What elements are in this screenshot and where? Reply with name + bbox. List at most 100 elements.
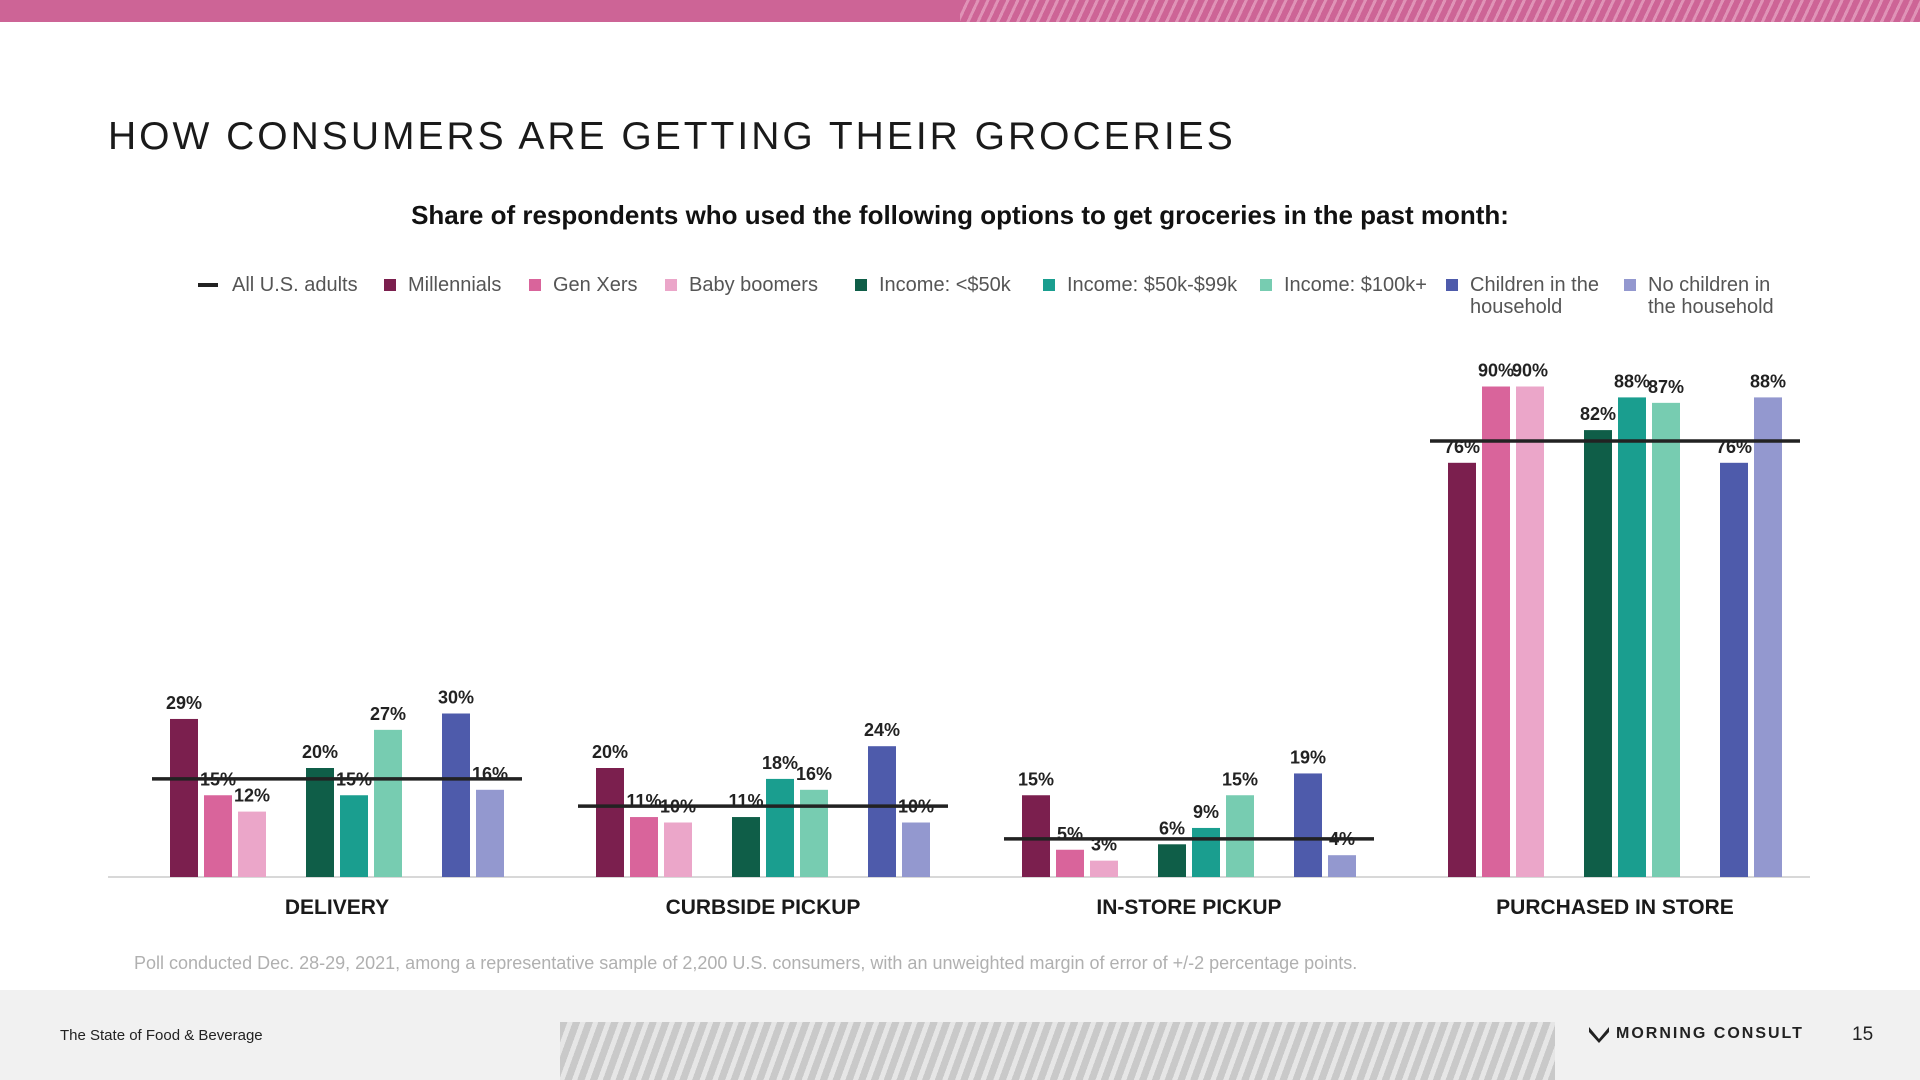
report-name: The State of Food & Beverage bbox=[60, 1027, 263, 1044]
data-label: 30% bbox=[438, 688, 474, 708]
data-label: 82% bbox=[1580, 404, 1616, 424]
bar bbox=[1090, 860, 1118, 877]
data-label: 10% bbox=[898, 797, 934, 817]
chart-title: Share of respondents who used the follow… bbox=[411, 200, 1509, 230]
legend-item-children: Children in the household bbox=[1446, 274, 1620, 318]
legend-label: Baby boomers bbox=[689, 274, 818, 296]
bar bbox=[1056, 849, 1084, 877]
data-label: 6% bbox=[1159, 818, 1185, 838]
data-label: 88% bbox=[1614, 371, 1650, 391]
bar bbox=[340, 795, 368, 877]
legend-label: Income: <$50k bbox=[879, 274, 1011, 296]
data-label: 76% bbox=[1444, 437, 1480, 457]
legend-swatch bbox=[1260, 279, 1272, 291]
data-label: 12% bbox=[234, 786, 270, 806]
data-label: 10% bbox=[660, 797, 696, 817]
bar bbox=[732, 817, 760, 877]
bar bbox=[1482, 386, 1510, 877]
data-label: 19% bbox=[1290, 747, 1326, 767]
data-label: 11% bbox=[728, 791, 763, 811]
bar bbox=[442, 713, 470, 877]
legend-label: Income: $100k+ bbox=[1284, 274, 1427, 296]
chart-legend: All U.S. adults Millennials Gen Xers Bab… bbox=[0, 274, 1920, 324]
legend-swatch bbox=[384, 279, 396, 291]
bar bbox=[1158, 844, 1186, 877]
legend-swatch bbox=[1043, 279, 1055, 291]
bar bbox=[170, 718, 198, 877]
footnote: Poll conducted Dec. 28-29, 2021, among a… bbox=[134, 953, 1358, 973]
bar bbox=[868, 746, 896, 877]
data-label: 90% bbox=[1512, 361, 1548, 381]
data-label: 24% bbox=[864, 720, 900, 740]
bar bbox=[664, 822, 692, 877]
top-accent-pattern bbox=[960, 0, 1920, 22]
data-label: 16% bbox=[472, 764, 508, 784]
legend-label: Income: $50k-$99k bbox=[1067, 274, 1238, 296]
data-label: 87% bbox=[1648, 377, 1684, 397]
data-label: 4% bbox=[1329, 829, 1355, 849]
page-number: 15 bbox=[1852, 1024, 1874, 1045]
legend-item-millennials: Millennials bbox=[384, 274, 518, 296]
legend-label: All U.S. adults bbox=[232, 274, 358, 296]
legend-swatch bbox=[1624, 279, 1636, 291]
category-label: DELIVERY bbox=[285, 896, 389, 919]
brand-name: MORNING CONSULT bbox=[1616, 1025, 1804, 1042]
data-label: 27% bbox=[370, 704, 406, 724]
data-label: 5% bbox=[1057, 824, 1083, 844]
legend-swatch bbox=[1446, 279, 1458, 291]
bar bbox=[596, 768, 624, 877]
legend-item-baby-boomers: Baby boomers bbox=[665, 274, 829, 296]
category-label: CURBSIDE PICKUP bbox=[666, 896, 861, 919]
footer-pattern bbox=[560, 1022, 1555, 1080]
bar bbox=[902, 822, 930, 877]
legend-label: Gen Xers bbox=[553, 274, 638, 296]
data-label: 15% bbox=[336, 769, 372, 789]
bar bbox=[1226, 795, 1254, 877]
legend-label: No children in the household bbox=[1648, 274, 1774, 318]
legend-label: Millennials bbox=[408, 274, 502, 296]
data-label: 29% bbox=[166, 693, 202, 713]
bar bbox=[1328, 855, 1356, 877]
bar-chart: 29%15%12%20%15%27%30%16%DELIVERY20%11%10… bbox=[108, 361, 1810, 919]
category-label: IN-STORE PICKUP bbox=[1096, 896, 1281, 919]
bar bbox=[1516, 386, 1544, 877]
data-label: 90% bbox=[1478, 361, 1514, 381]
data-label: 3% bbox=[1091, 835, 1117, 855]
bar bbox=[1294, 773, 1322, 877]
page-title: HOW CONSUMERS ARE GETTING THEIR GROCERIE… bbox=[108, 115, 1236, 158]
bar bbox=[1192, 827, 1220, 877]
data-label: 15% bbox=[1018, 769, 1054, 789]
data-label: 11% bbox=[626, 791, 661, 811]
legend-swatch bbox=[665, 279, 677, 291]
bar bbox=[1618, 397, 1646, 877]
legend-item-income-under-50k: Income: <$50k bbox=[855, 274, 1019, 296]
data-label: 15% bbox=[200, 769, 236, 789]
legend-item-no-children: No children in the household bbox=[1624, 274, 1798, 318]
legend-label: Children in the household bbox=[1470, 274, 1599, 318]
bar bbox=[766, 778, 794, 877]
bar bbox=[1022, 795, 1050, 877]
bar bbox=[1448, 462, 1476, 877]
bar bbox=[374, 729, 402, 877]
brand-logo: MORNING CONSULT bbox=[1588, 1024, 1804, 1044]
morning-consult-logo-icon bbox=[1589, 1027, 1609, 1043]
legend-item-income-100k-plus: Income: $100k+ bbox=[1260, 274, 1434, 296]
data-label: 20% bbox=[302, 742, 338, 762]
category-label: PURCHASED IN STORE bbox=[1496, 896, 1734, 919]
legend-swatch bbox=[855, 279, 867, 291]
bar bbox=[306, 768, 334, 877]
legend-line-marker bbox=[198, 283, 218, 287]
bar bbox=[1584, 430, 1612, 877]
legend-item-income-50k-99k: Income: $50k-$99k bbox=[1043, 274, 1257, 296]
data-label: 76% bbox=[1716, 437, 1752, 457]
data-label: 20% bbox=[592, 742, 628, 762]
legend-item-gen-xers: Gen Xers bbox=[529, 274, 653, 296]
legend-item-all-adults: All U.S. adults bbox=[198, 274, 382, 296]
bar bbox=[476, 789, 504, 877]
bar bbox=[1720, 462, 1748, 877]
bar bbox=[630, 817, 658, 877]
bar bbox=[204, 795, 232, 877]
bar bbox=[1754, 397, 1782, 877]
bar bbox=[238, 811, 266, 877]
data-label: 9% bbox=[1193, 802, 1219, 822]
